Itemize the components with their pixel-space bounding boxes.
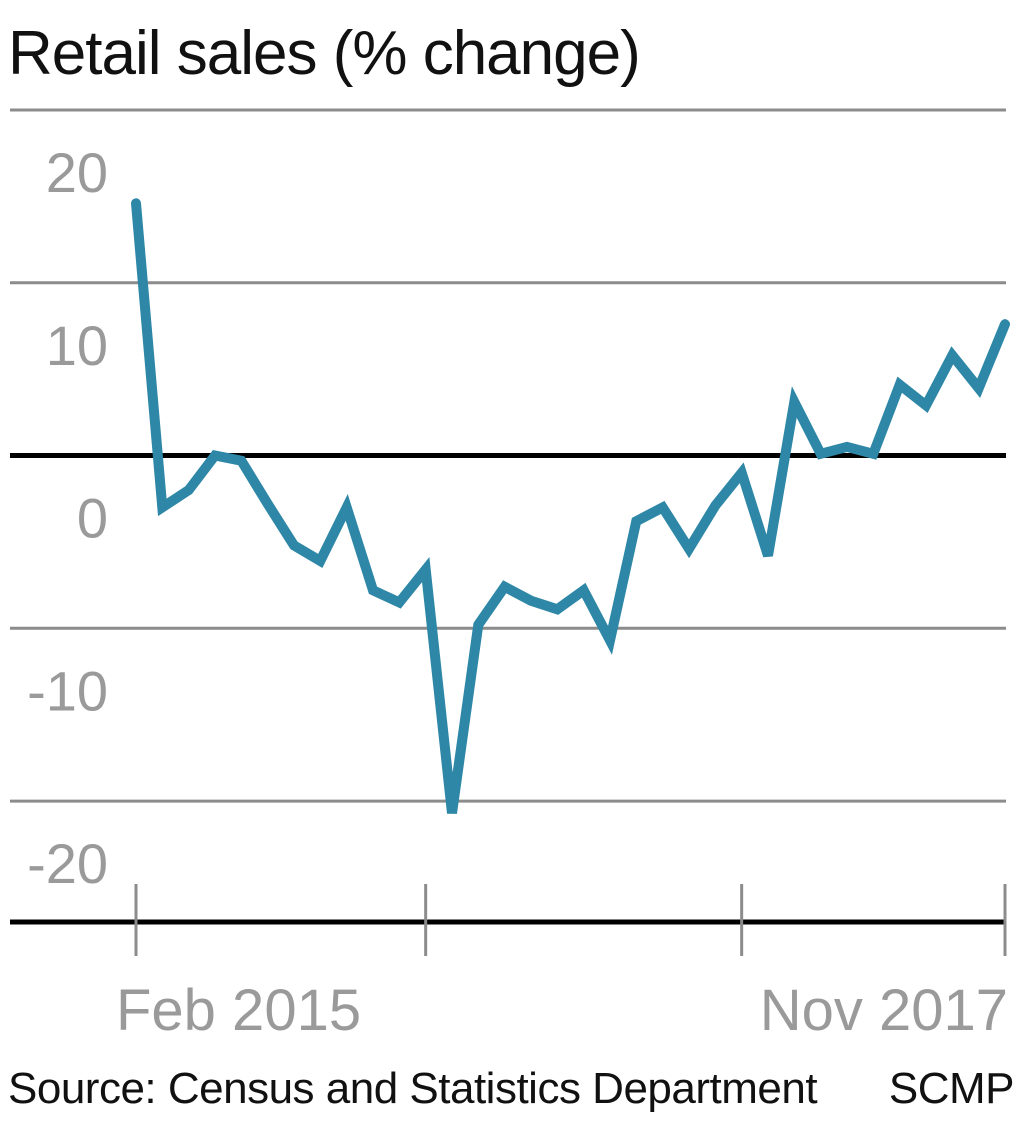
source-note: Source: Census and Statistics Department (8, 1064, 818, 1113)
gridlines (10, 108, 1006, 803)
series-line-0 (131, 198, 1010, 814)
series-layer (131, 198, 1010, 814)
y-tick-label-20: 20 (46, 141, 108, 204)
x-tick-label-end: Nov 2017 (760, 978, 1008, 1043)
chart-title: Retail sales (% change) (8, 19, 641, 88)
y-tick-label--20: -20 (27, 832, 108, 895)
y-tick-label-0: 0 (77, 487, 108, 550)
y-axis-tick-labels: 20 10 0 -10 -20 (27, 141, 108, 895)
y-tick-label--10: -10 (27, 659, 108, 722)
x-axis: Feb 2015 Nov 2017 (10, 884, 1008, 1043)
x-tick-label-start: Feb 2015 (116, 978, 361, 1043)
credit-label: SCMP (888, 1064, 1015, 1113)
y-tick-label-10: 10 (46, 314, 108, 377)
